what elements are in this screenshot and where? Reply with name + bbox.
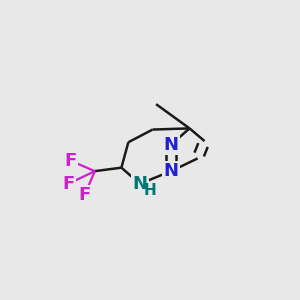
Text: N: N <box>164 162 178 180</box>
Text: F: F <box>62 175 74 193</box>
Text: N: N <box>164 136 178 154</box>
Text: F: F <box>78 186 91 204</box>
Text: N: N <box>132 175 147 193</box>
Text: H: H <box>144 183 157 198</box>
Text: F: F <box>64 152 77 170</box>
